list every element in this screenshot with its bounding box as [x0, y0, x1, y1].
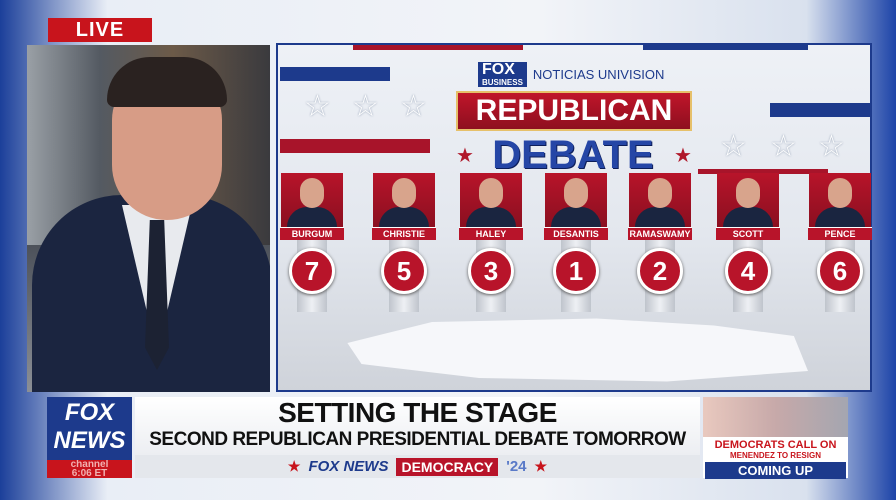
candidate-photo: [629, 173, 691, 227]
podium-number: 2: [637, 248, 683, 294]
debate-subtitle: DEBATE: [492, 133, 654, 177]
podium-number: 5: [381, 248, 427, 294]
univision-logo: NOTICIAS UNIVISION: [532, 66, 665, 82]
podium-number: 7: [289, 248, 335, 294]
star-icon: ☆: [400, 90, 427, 123]
live-badge: LIVE: [48, 18, 152, 42]
podium-number: 3: [468, 248, 514, 294]
network-logos: FOX BUSINESS NOTICIAS UNIVISION: [478, 57, 678, 91]
candidate-name: RAMASWAMY: [628, 227, 692, 240]
anchor-video: [27, 45, 270, 392]
star-icon: ☆: [770, 130, 797, 163]
debate-stage-graphic: ☆ ☆ ☆ ☆ ☆ ☆ ★ ★ FOX BUSINESS NOTICIAS UNI…: [276, 43, 872, 392]
podium-number: 4: [725, 248, 771, 294]
candidate-photo: [460, 173, 522, 227]
star-icon: ☆: [304, 90, 331, 123]
logo-sub: channel: [70, 460, 109, 470]
candidate-photo: [373, 173, 435, 227]
candidate-photo: [281, 173, 343, 227]
candidate-podium: DESANTIS 1: [544, 173, 608, 312]
candidate-name: DESANTIS: [544, 227, 608, 240]
promo-image: [703, 397, 848, 437]
fox-news-channel-logo: FOX NEWS channel 6:06 ET: [47, 397, 132, 478]
star-icon: ★: [534, 458, 548, 474]
star-icon: ☆: [720, 130, 747, 163]
candidate-podium: RAMASWAMY 2: [628, 173, 692, 312]
candidate-name: BURGUM: [280, 227, 344, 240]
us-map-floor: [347, 318, 808, 382]
podium-number: 6: [817, 248, 863, 294]
candidate-podium: SCOTT 4: [716, 173, 780, 312]
podium-number: 1: [553, 248, 599, 294]
debate-title: REPUBLICAN: [456, 91, 692, 131]
candidate-photo: [809, 173, 871, 227]
clock: 6:06 ET: [71, 468, 108, 479]
brand-strip: ★ FOX NEWS DEMOCRACY '24 ★: [135, 455, 700, 478]
star-icon: ☆: [818, 130, 845, 163]
candidate-photo: [717, 173, 779, 227]
headline-banner: SETTING THE STAGE SECOND REPUBLICAN PRES…: [135, 397, 700, 455]
fox-news-brand: FOX NEWS: [308, 458, 389, 475]
candidate-podium: HALEY 3: [459, 173, 523, 312]
star-icon: ☆: [352, 90, 379, 123]
star-icon: ★: [674, 145, 692, 167]
candidate-podium: CHRISTIE 5: [372, 173, 436, 312]
candidate-name: PENCE: [808, 227, 872, 240]
coming-up-promo: DEMOCRATS CALL ON MENENDEZ TO RESIGN COM…: [703, 397, 848, 479]
democracy-tag: DEMOCRACY: [396, 457, 499, 476]
year-tag: '24: [506, 458, 527, 475]
subheadline: SECOND REPUBLICAN PRESIDENTIAL DEBATE TO…: [149, 429, 686, 450]
star-icon: ★: [287, 458, 301, 474]
star-icon: ★: [456, 145, 474, 167]
candidate-name: HALEY: [459, 227, 523, 240]
coming-up-label: COMING UP: [705, 462, 846, 479]
candidate-podium: BURGUM 7: [280, 173, 344, 312]
headline: SETTING THE STAGE: [278, 397, 557, 428]
fox-business-logo: FOX BUSINESS: [478, 61, 527, 87]
candidate-photo: [545, 173, 607, 227]
candidate-name: CHRISTIE: [372, 227, 436, 240]
candidate-name: SCOTT: [716, 227, 780, 240]
candidate-podium: PENCE 6: [808, 173, 872, 312]
